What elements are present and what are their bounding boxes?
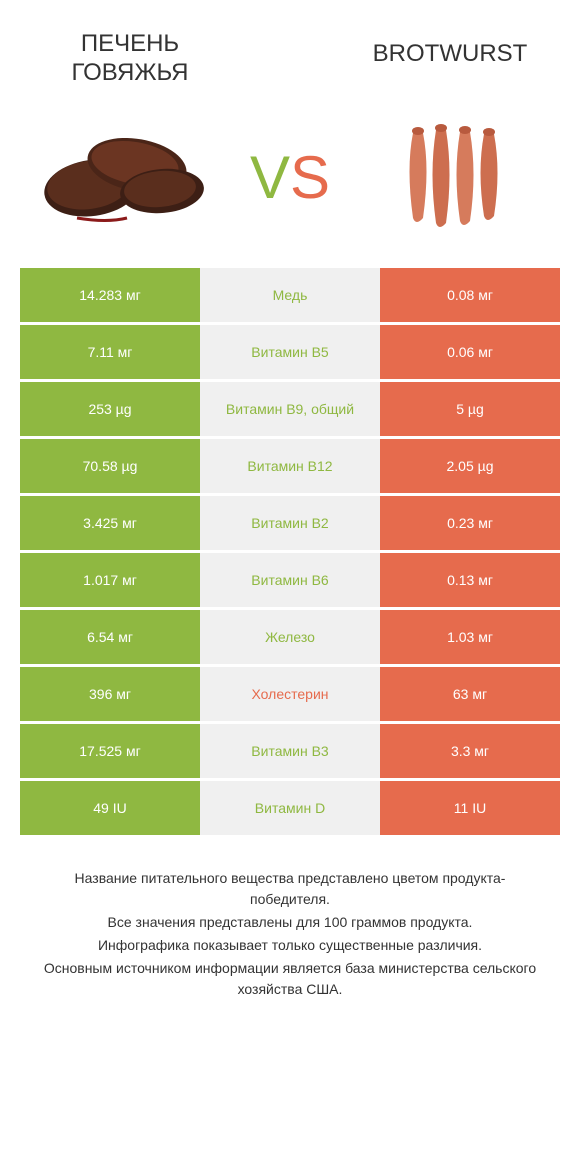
footer-line: Название питательного вещества представл… — [40, 868, 540, 910]
nutrient-name: Холестерин — [200, 667, 380, 721]
vs-text: VS — [250, 143, 330, 212]
nutrient-name: Витамин B12 — [200, 439, 380, 493]
value-right: 1.03 мг — [380, 610, 560, 664]
value-left: 396 мг — [20, 667, 200, 721]
table-row: 396 мг Холестерин 63 мг — [20, 667, 560, 721]
nutrient-name: Витамин B6 — [200, 553, 380, 607]
value-left: 7.11 мг — [20, 325, 200, 379]
table-row: 3.425 мг Витамин B2 0.23 мг — [20, 496, 560, 550]
title-left: ПЕЧЕНЬ ГОВЯЖЬЯ — [30, 30, 230, 88]
nutrient-name: Витамин B9, общий — [200, 382, 380, 436]
table-row: 49 IU Витамин D 11 IU — [20, 781, 560, 835]
nutrient-name: Медь — [200, 268, 380, 322]
footer-line: Основным источником информации является … — [40, 958, 540, 1000]
value-right: 0.08 мг — [380, 268, 560, 322]
liver-image — [37, 118, 217, 238]
table-row: 17.525 мг Витамин B3 3.3 мг — [20, 724, 560, 778]
value-right: 0.06 мг — [380, 325, 560, 379]
footer: Название питательного вещества представл… — [0, 838, 580, 1022]
value-right: 63 мг — [380, 667, 560, 721]
value-left: 14.283 мг — [20, 268, 200, 322]
sausage-image — [363, 118, 543, 238]
value-right: 5 µg — [380, 382, 560, 436]
vs-v: V — [250, 143, 290, 212]
title-right: BROTWURST — [350, 30, 550, 88]
value-left: 49 IU — [20, 781, 200, 835]
value-right: 0.23 мг — [380, 496, 560, 550]
table-row: 70.58 µg Витамин B12 2.05 µg — [20, 439, 560, 493]
footer-line: Все значения представлены для 100 граммо… — [40, 912, 540, 933]
value-right: 2.05 µg — [380, 439, 560, 493]
table-row: 1.017 мг Витамин B6 0.13 мг — [20, 553, 560, 607]
value-left: 253 µg — [20, 382, 200, 436]
value-left: 70.58 µg — [20, 439, 200, 493]
table-row: 14.283 мг Медь 0.08 мг — [20, 268, 560, 322]
table-row: 253 µg Витамин B9, общий 5 µg — [20, 382, 560, 436]
nutrient-name: Витамин B2 — [200, 496, 380, 550]
nutrition-table: 14.283 мг Медь 0.08 мг 7.11 мг Витамин B… — [0, 268, 580, 838]
nutrient-name: Витамин B3 — [200, 724, 380, 778]
value-right: 3.3 мг — [380, 724, 560, 778]
vs-s: S — [290, 143, 330, 212]
header: ПЕЧЕНЬ ГОВЯЖЬЯ BROTWURST — [0, 0, 580, 98]
value-left: 3.425 мг — [20, 496, 200, 550]
value-left: 1.017 мг — [20, 553, 200, 607]
nutrient-name: Витамин B5 — [200, 325, 380, 379]
table-row: 7.11 мг Витамин B5 0.06 мг — [20, 325, 560, 379]
value-right: 11 IU — [380, 781, 560, 835]
images-row: VS — [0, 98, 580, 268]
table-row: 6.54 мг Железо 1.03 мг — [20, 610, 560, 664]
nutrient-name: Витамин D — [200, 781, 380, 835]
value-left: 6.54 мг — [20, 610, 200, 664]
value-right: 0.13 мг — [380, 553, 560, 607]
value-left: 17.525 мг — [20, 724, 200, 778]
footer-line: Инфографика показывает только существенн… — [40, 935, 540, 956]
nutrient-name: Железо — [200, 610, 380, 664]
